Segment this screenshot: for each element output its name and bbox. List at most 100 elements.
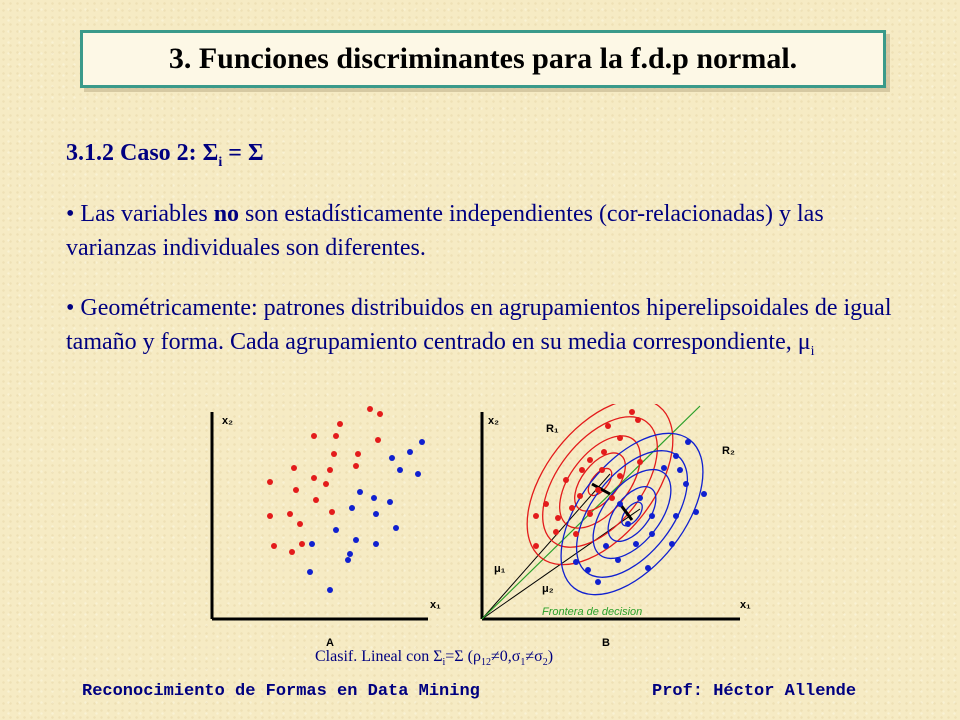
class1-point — [573, 531, 579, 537]
class1-point — [267, 513, 273, 519]
class1-point — [311, 433, 317, 439]
class2-point — [669, 541, 675, 547]
caption-mid: =Σ (ρ — [445, 648, 481, 665]
class1-point — [299, 541, 305, 547]
left-plot: x₂ x₁ A — [210, 406, 441, 649]
class2-point — [701, 491, 707, 497]
right-plot-label: B — [602, 637, 610, 649]
class1-point — [267, 479, 273, 485]
class2-point — [393, 525, 399, 531]
class2-point — [595, 579, 601, 585]
class2-point — [371, 495, 377, 501]
bullet1-before: • Las variables — [66, 201, 214, 227]
right-ylabel: x₂ — [488, 415, 499, 427]
class1-point — [377, 411, 383, 417]
class2-point — [353, 537, 359, 543]
left-ylabel: x₂ — [222, 415, 233, 427]
class2-point — [615, 557, 621, 563]
class1-point — [289, 549, 295, 555]
class1-point — [313, 497, 319, 503]
figure-caption: Clasif. Lineal con Σi=Σ (ρ12≠0,σ1≠σ2) — [315, 648, 553, 668]
class1-point — [327, 467, 333, 473]
region-r1-label: R₁ — [546, 423, 559, 435]
class2-point — [345, 557, 351, 563]
caption-sub-1: 1 — [520, 657, 526, 669]
region-r2-label: R₂ — [722, 445, 735, 457]
class2-point — [349, 505, 355, 511]
class2-point — [685, 439, 691, 445]
class2-point — [673, 513, 679, 519]
class1-point — [637, 459, 643, 465]
bullet2-mu: μ — [797, 329, 811, 355]
class1-point — [367, 406, 373, 412]
heading-prefix: 3.1.2 Caso 2: — [66, 140, 203, 166]
class2-point — [649, 531, 655, 537]
caption-sub-2: 2 — [542, 657, 548, 669]
class1-point — [329, 509, 335, 515]
class2-point — [373, 511, 379, 517]
left-xlabel: x₁ — [430, 599, 441, 611]
bullet2-text: • Geométricamente: patrones distribuidos… — [66, 295, 892, 355]
class2-point — [333, 527, 339, 533]
heading-sigma: Σ — [202, 140, 219, 166]
class2-point — [357, 489, 363, 495]
class1-point — [577, 493, 583, 499]
class2-point — [307, 569, 313, 575]
slide-title: 3. Funciones discriminantes para la f.d.… — [168, 42, 798, 75]
class1-point — [553, 529, 559, 535]
class1-point — [533, 513, 539, 519]
class1-point — [587, 511, 593, 517]
mean-arrow-1 — [591, 482, 611, 496]
class1-point — [543, 501, 549, 507]
class2-point — [309, 541, 315, 547]
class1-ellipses — [526, 404, 674, 566]
class1-point — [323, 481, 329, 487]
left-points — [267, 406, 425, 593]
bullet2-sub: i — [810, 343, 815, 359]
class2-point — [677, 467, 683, 473]
heading-sub: i — [218, 154, 223, 170]
class2-point — [573, 559, 579, 565]
footer-author: Prof: Héctor Allende — [652, 682, 857, 701]
class2-point — [407, 449, 413, 455]
mean-arrow-2 — [618, 503, 634, 521]
title-box: 3. Funciones discriminantes para la f.d.… — [80, 30, 886, 88]
bullet1-bold: no — [213, 201, 240, 227]
mu2-label: μ₂ — [542, 583, 554, 595]
class1-point — [617, 473, 623, 479]
left-plot-label: A — [326, 637, 334, 649]
class1-point — [311, 475, 317, 481]
class1-point — [635, 417, 641, 423]
class1-point — [287, 511, 293, 517]
class1-point — [569, 505, 575, 511]
class1-point — [355, 451, 361, 457]
class2-point — [683, 481, 689, 487]
class2-point — [603, 543, 609, 549]
caption-ne: ≠σ — [525, 648, 543, 665]
class1-point — [331, 451, 337, 457]
caption-end: ) — [547, 648, 554, 665]
class1-point — [601, 449, 607, 455]
right-plot: x₂ x₁ B R₁ R₂ μ₁ μ₂ Frontera de decision — [480, 404, 751, 649]
caption-sub-12: 12 — [480, 657, 491, 669]
class1-point — [595, 487, 601, 493]
class2-point — [387, 499, 393, 505]
class1-point — [337, 421, 343, 427]
section-heading: 3.1.2 Caso 2: Σi = Σ — [66, 140, 264, 171]
class2-point — [327, 587, 333, 593]
class1-point — [375, 437, 381, 443]
mu1-label: μ₁ — [494, 563, 506, 575]
right-points — [533, 409, 707, 585]
class1-point — [333, 433, 339, 439]
class2-point — [419, 439, 425, 445]
class2-point — [661, 465, 667, 471]
class2-point — [585, 567, 591, 573]
heading-suffix: = Σ — [222, 140, 264, 166]
class1-point — [533, 543, 539, 549]
caption-prefix: Clasif. Lineal con Σ — [315, 648, 443, 665]
class2-point — [373, 541, 379, 547]
class1-point — [353, 463, 359, 469]
right-xlabel: x₁ — [740, 599, 751, 611]
class1-point — [293, 487, 299, 493]
caption-mid2: ≠0,σ — [490, 648, 521, 665]
